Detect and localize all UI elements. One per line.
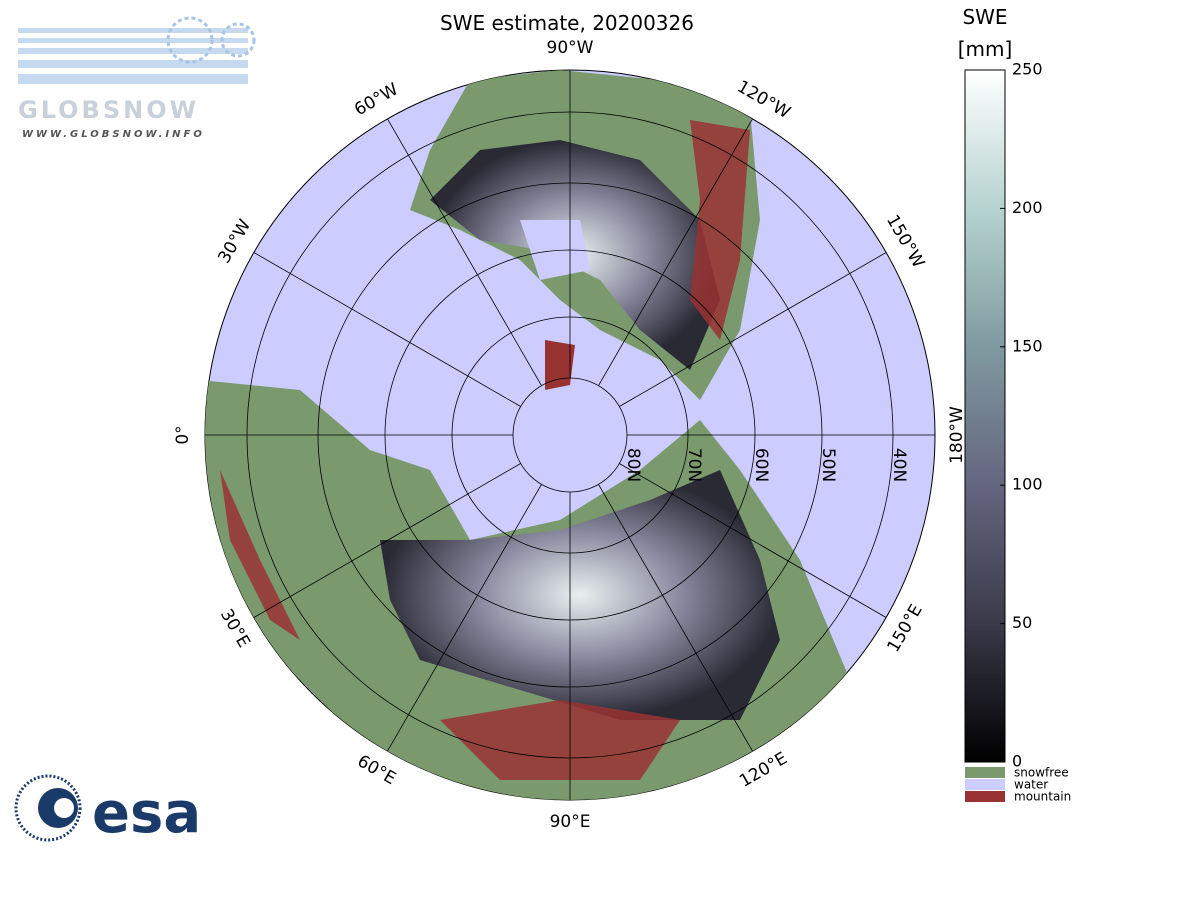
colorbar-tick-label: 150 [1012, 336, 1043, 355]
meridian [387, 118, 542, 386]
class-swatch [965, 791, 1005, 802]
longitude-label: 180°W [947, 406, 967, 464]
longitude-label: 60°E [354, 751, 399, 789]
meridian [598, 484, 753, 752]
colorbar-tick-label: 50 [1012, 613, 1032, 632]
longitude-label: 0° [173, 425, 193, 444]
esa-logo: esa [14, 774, 201, 846]
colorbar-scale [964, 69, 1006, 763]
class-swatch [965, 767, 1005, 778]
longitude-label: 30°W [214, 216, 255, 267]
meridian [598, 118, 753, 386]
meridian [387, 484, 542, 752]
class-label: water [1014, 778, 1048, 792]
class-label: snowfree [1014, 766, 1069, 780]
globsnow-logo: GLOBSNOW WWW.GLOBSNOW.INFO [18, 16, 256, 140]
class-swatch [965, 779, 1005, 790]
longitude-label: 60°W [351, 79, 402, 120]
longitude-label: 90°W [547, 38, 594, 58]
esa-text: esa [92, 781, 201, 846]
land [205, 70, 850, 800]
colorbar-label: [mm] [958, 37, 1013, 61]
meridian [253, 463, 521, 618]
map: 0°30°E60°E90°E120°E150°E180°W150°W120°W9… [173, 38, 967, 832]
longitude-label: 90°E [550, 812, 591, 832]
latitude-label: 70N [684, 448, 704, 482]
colorbar-label: SWE [962, 5, 1007, 29]
colorbar-tick-label: 200 [1012, 198, 1043, 217]
class-label: mountain [1014, 790, 1071, 804]
latitude-label: 40N [889, 448, 909, 482]
globsnow-text: GLOBSNOW [18, 96, 199, 124]
meridian [619, 252, 887, 407]
meridian [253, 252, 521, 407]
colorbar: SWE [mm] 0 50 100 150 200 250 snowfreewatermount… [958, 5, 1072, 804]
longitude-label: 30°E [216, 606, 254, 651]
latitude-label: 50N [818, 448, 838, 482]
latitude-label: 60N [751, 448, 771, 482]
colorbar-tick-label: 100 [1012, 475, 1043, 494]
title: SWE estimate, 20200326 [440, 11, 694, 35]
colorbar-tick-label: 250 [1012, 60, 1043, 79]
globsnow-url: WWW.GLOBSNOW.INFO [22, 129, 205, 140]
colorbar-tick-label: 0 [1012, 752, 1022, 771]
latitude-label: 80N [623, 448, 643, 482]
meridian [619, 463, 887, 618]
